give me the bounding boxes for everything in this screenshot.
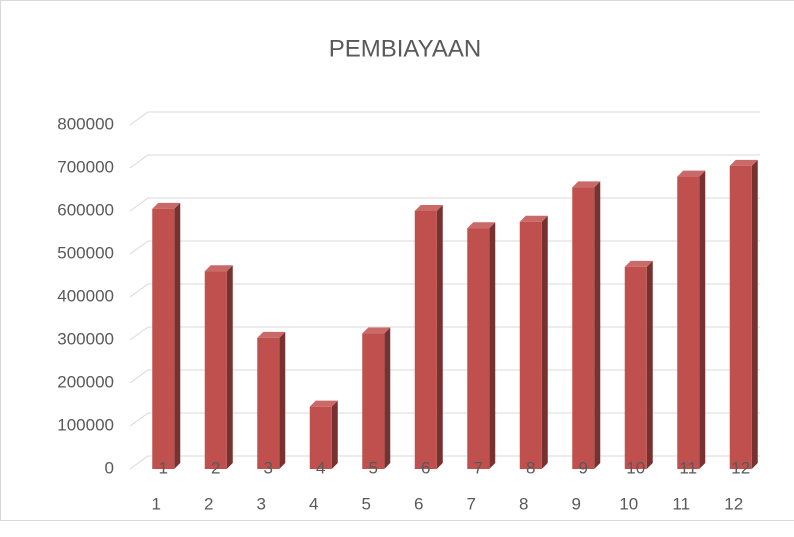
bar-base-label: 8 bbox=[526, 458, 535, 477]
bar bbox=[414, 211, 437, 469]
x-tick-label: 11 bbox=[672, 494, 690, 513]
bar-top bbox=[414, 205, 443, 211]
bar-side bbox=[226, 265, 233, 469]
x-tick-label: 5 bbox=[362, 494, 371, 513]
bar-base-label: 7 bbox=[474, 458, 483, 477]
grid-line bbox=[129, 154, 760, 169]
bar bbox=[257, 337, 280, 469]
bar-base-label: 10 bbox=[626, 458, 645, 477]
bar bbox=[309, 406, 332, 469]
bar-side bbox=[174, 202, 181, 469]
x-tick-label: 4 bbox=[309, 494, 318, 513]
bar-top bbox=[519, 215, 548, 222]
y-tick-label: 700000 bbox=[57, 157, 114, 176]
chart-border bbox=[0, 0, 794, 521]
bar bbox=[624, 266, 647, 469]
grid-line bbox=[129, 455, 760, 470]
bar bbox=[519, 221, 542, 469]
bar-top bbox=[624, 260, 653, 267]
bar-base-label: 9 bbox=[579, 458, 588, 477]
bar-base-label: 12 bbox=[731, 458, 750, 477]
bar-base-label: 3 bbox=[264, 458, 273, 477]
y-tick-label: 800000 bbox=[57, 114, 114, 133]
bar bbox=[572, 187, 595, 469]
bar-top bbox=[467, 222, 496, 229]
bar-side bbox=[279, 331, 286, 469]
x-tick-label: 8 bbox=[519, 494, 528, 513]
bar bbox=[204, 271, 227, 469]
grid-line bbox=[129, 197, 760, 212]
x-tick-label: 10 bbox=[619, 494, 638, 513]
bar-side bbox=[436, 205, 443, 469]
bar bbox=[362, 333, 385, 469]
grid-line bbox=[129, 111, 760, 126]
bar-base-label: 2 bbox=[211, 458, 220, 477]
bar-top bbox=[677, 170, 706, 177]
bar-top bbox=[362, 327, 391, 334]
y-tick-label: 100000 bbox=[57, 415, 114, 434]
x-tick-label: 2 bbox=[204, 494, 213, 513]
bar-base-label: 6 bbox=[421, 458, 430, 477]
bar-top bbox=[257, 331, 286, 338]
y-tick-label: 400000 bbox=[57, 286, 114, 305]
bar-base-label: 4 bbox=[316, 458, 325, 477]
bar-base-label: 11 bbox=[679, 458, 697, 477]
bar-side bbox=[751, 159, 758, 469]
y-tick-label: 600000 bbox=[57, 200, 114, 219]
y-tick-label: 300000 bbox=[57, 329, 114, 348]
x-tick-label: 1 bbox=[152, 494, 161, 513]
grid-line bbox=[129, 369, 760, 384]
bar-side bbox=[646, 260, 653, 469]
bar-top bbox=[729, 159, 758, 166]
grid-line bbox=[129, 240, 760, 255]
bar-base-label: 5 bbox=[369, 458, 378, 477]
y-tick-label: 200000 bbox=[57, 372, 114, 391]
bar bbox=[677, 176, 700, 469]
grid-line bbox=[129, 326, 760, 341]
bar-side bbox=[699, 170, 706, 469]
bar bbox=[467, 228, 490, 469]
bar-top bbox=[152, 202, 181, 209]
bar bbox=[729, 165, 752, 469]
chart-title: PEMBIAYAAN bbox=[329, 35, 481, 62]
bar-top bbox=[309, 400, 338, 407]
bar-top bbox=[572, 181, 601, 188]
y-tick-label: 0 bbox=[105, 458, 114, 477]
bar bbox=[152, 208, 175, 469]
x-tick-label: 12 bbox=[724, 494, 743, 513]
bar-top bbox=[204, 265, 233, 272]
bar-side bbox=[384, 327, 391, 469]
bar-side bbox=[489, 222, 496, 469]
bar-side bbox=[331, 400, 338, 469]
bar-base-label: 1 bbox=[159, 458, 168, 477]
y-tick-label: 500000 bbox=[57, 243, 114, 262]
x-tick-label: 9 bbox=[572, 494, 581, 513]
x-tick-label: 6 bbox=[414, 494, 423, 513]
bar-side bbox=[541, 215, 548, 469]
x-tick-label: 3 bbox=[257, 494, 266, 513]
grid-line bbox=[129, 412, 760, 427]
grid-line bbox=[129, 283, 760, 298]
bar-side bbox=[594, 181, 601, 469]
x-tick-label: 7 bbox=[467, 494, 476, 513]
